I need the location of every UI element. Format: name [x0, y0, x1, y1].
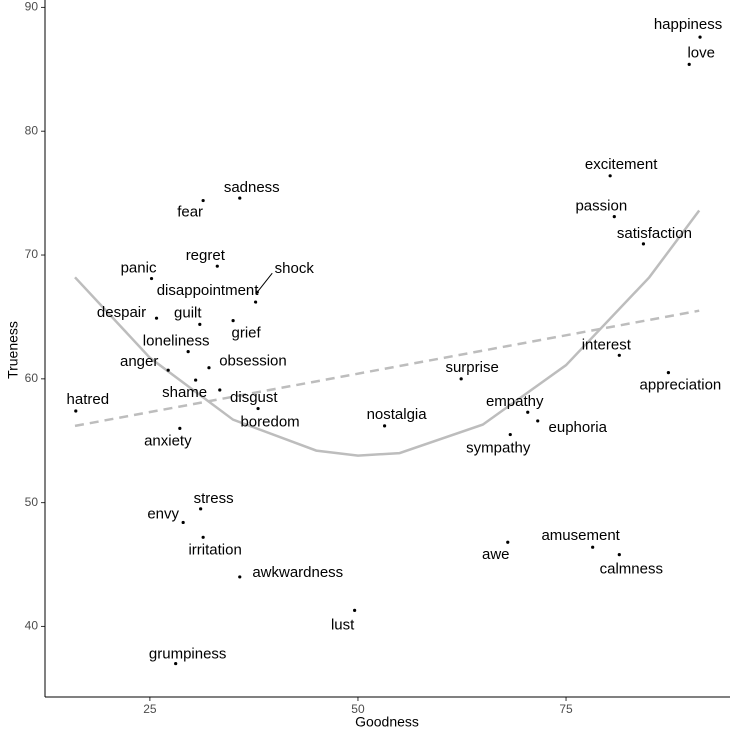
point-label: happiness — [654, 16, 722, 33]
point — [253, 300, 258, 304]
point — [698, 35, 702, 39]
y-tick-label: 80 — [25, 123, 39, 137]
point-label: amusement — [541, 527, 620, 544]
y-tick-label: 40 — [25, 619, 39, 633]
y-axis-title: Trueness — [5, 321, 21, 379]
point-label: guilt — [174, 304, 202, 321]
point — [617, 353, 621, 357]
point — [641, 242, 646, 246]
point-label: satisfaction — [617, 225, 692, 242]
point — [608, 174, 612, 178]
point — [238, 196, 242, 200]
point — [536, 419, 540, 423]
point-label: awkwardness — [252, 564, 343, 581]
point — [178, 426, 182, 430]
point — [207, 366, 211, 370]
point — [166, 368, 170, 372]
point-label: awe — [482, 546, 510, 563]
point-label: sympathy — [466, 440, 531, 457]
point-label: interest — [582, 336, 632, 353]
point-label: passion — [575, 198, 627, 215]
point-label: sadness — [224, 179, 280, 196]
y-tick-label: 90 — [25, 0, 39, 14]
point-label: excitement — [585, 156, 658, 173]
point — [201, 198, 205, 203]
point — [353, 608, 357, 612]
point — [591, 545, 595, 549]
point — [181, 520, 185, 525]
x-tick-label: 25 — [143, 702, 157, 716]
point-label: panic — [121, 260, 157, 277]
point — [508, 432, 512, 437]
point — [687, 62, 691, 66]
point — [199, 507, 203, 511]
point-label: stress — [194, 490, 234, 507]
point-label: regret — [186, 247, 226, 264]
point-label: loneliness — [143, 333, 210, 350]
point — [526, 410, 530, 414]
point-label: hatred — [67, 391, 110, 408]
point-label: disgust — [230, 389, 278, 406]
point — [198, 322, 202, 326]
point — [612, 215, 616, 219]
point-label: fear — [177, 204, 203, 221]
point — [186, 349, 190, 354]
point-label: irritation — [188, 541, 241, 558]
point — [218, 388, 222, 392]
label-leader — [256, 272, 273, 293]
point-label: love — [687, 44, 715, 61]
point — [215, 264, 219, 268]
fit-line — [74, 209, 701, 457]
point-label: anxiety — [144, 432, 192, 449]
point — [382, 424, 387, 428]
point — [255, 290, 259, 294]
point-label: euphoria — [549, 419, 608, 436]
point — [74, 409, 78, 413]
point-label: surprise — [445, 359, 498, 376]
point — [617, 553, 621, 557]
point-label: shame — [162, 384, 207, 401]
fit-line — [74, 309, 700, 428]
point — [154, 316, 159, 320]
point-label: disappointment — [157, 282, 260, 299]
point — [194, 378, 198, 382]
point-label: obsession — [219, 353, 287, 370]
x-axis-title: Goodness — [355, 714, 419, 730]
point — [459, 377, 463, 381]
point — [201, 535, 205, 539]
point-label: appreciation — [640, 377, 722, 394]
x-tick-label: 50 — [351, 702, 365, 716]
point-label: despair — [97, 304, 146, 321]
point — [149, 276, 154, 281]
point-label: anger — [120, 353, 158, 370]
point — [666, 371, 671, 375]
y-tick-label: 60 — [25, 371, 39, 385]
point-label: empathy — [486, 393, 544, 410]
point — [238, 575, 242, 579]
point-label: nostalgia — [367, 406, 428, 423]
y-tick-label: 50 — [25, 495, 39, 509]
y-tick-label: 70 — [25, 247, 39, 261]
point-label: boredom — [240, 414, 299, 431]
x-tick-label: 75 — [559, 702, 573, 716]
point-label: calmness — [600, 561, 663, 578]
point-label: envy — [147, 505, 179, 522]
point-label: lust — [331, 616, 355, 633]
point — [174, 661, 178, 666]
point — [256, 406, 260, 411]
point-label: grumpiness — [149, 646, 227, 663]
point-label: shock — [275, 260, 315, 277]
point-label: grief — [232, 325, 262, 342]
point — [506, 540, 510, 544]
point — [231, 319, 235, 323]
